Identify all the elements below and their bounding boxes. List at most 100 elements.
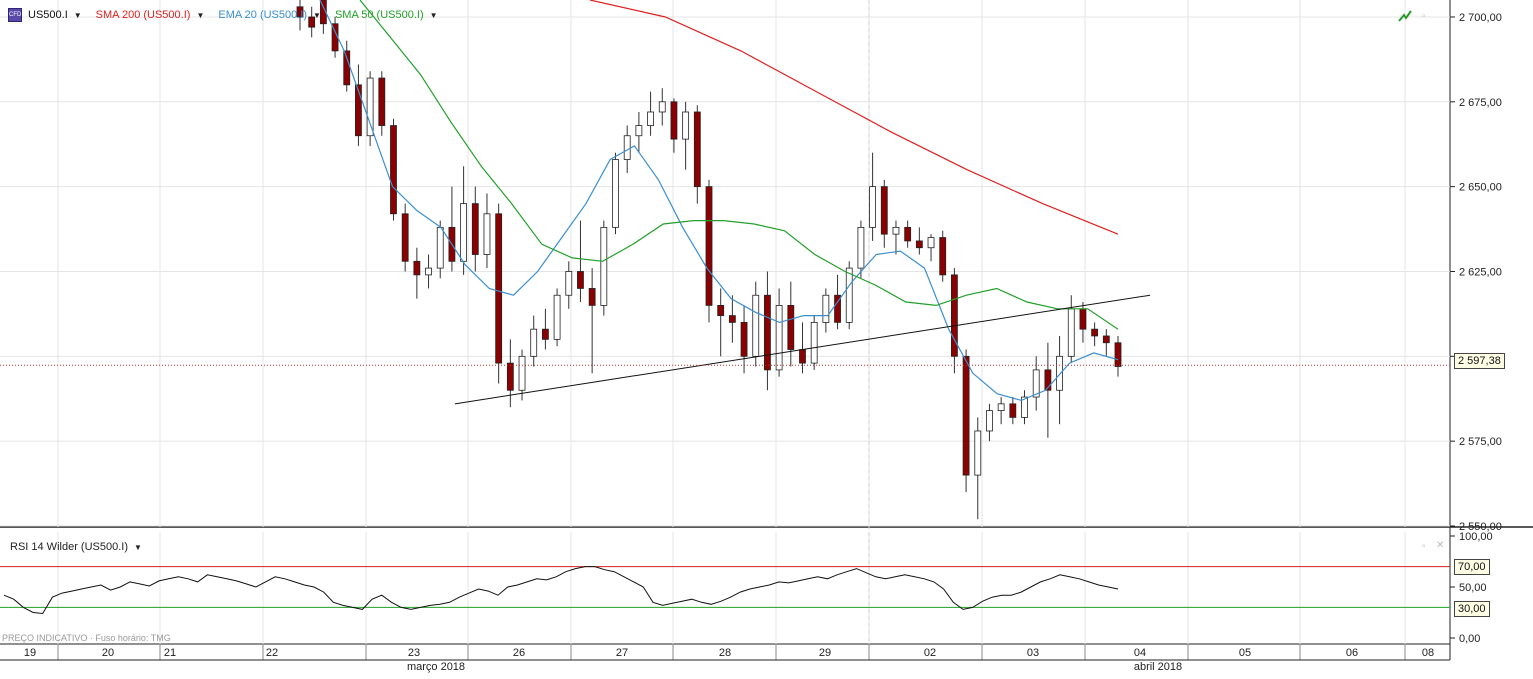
candle-down — [740, 321, 748, 357]
candle-down — [355, 84, 362, 137]
candle-down — [378, 77, 386, 126]
legend-sma200[interactable]: SMA 200 (US500.I) ▼ — [96, 9, 205, 21]
close-icon[interactable]: ✕ — [1436, 540, 1445, 551]
candle-down — [904, 226, 912, 242]
candle-down — [588, 288, 596, 306]
candle-up — [530, 328, 538, 357]
candle-up — [565, 271, 573, 296]
candle-up — [1032, 369, 1040, 398]
chevron-down-icon: ▼ — [196, 10, 205, 20]
candle-up — [600, 226, 608, 306]
candle-down — [951, 274, 958, 357]
candle-up — [845, 267, 853, 323]
candle-down — [1044, 369, 1052, 391]
candle-down — [915, 240, 923, 249]
candle-down — [1114, 342, 1122, 367]
candle-down — [401, 213, 409, 262]
candle-down — [764, 294, 771, 371]
legend-sma200-label: SMA 200 (US500.I) — [95, 9, 191, 21]
candle-down — [693, 111, 701, 188]
candle-up — [658, 101, 666, 113]
candle-down — [577, 271, 584, 289]
candle-down — [1079, 308, 1087, 330]
candle-up — [518, 355, 526, 391]
restore-icon[interactable]: ▫ — [1422, 541, 1426, 552]
rsi-y-tick-label: 0,00 — [1459, 633, 1480, 645]
ema20-line — [319, 0, 1119, 402]
candle-up — [425, 267, 432, 276]
candle-down — [717, 305, 725, 316]
legend-symbol[interactable]: CFD US500.I ▼ — [8, 8, 82, 22]
rsi-legend-label: RSI 14 Wilder (US500.I) — [10, 541, 128, 553]
candle-down — [413, 260, 421, 276]
candle-down — [1091, 328, 1099, 337]
candle-down — [471, 203, 479, 255]
sma50-line — [359, 0, 1119, 330]
candle-down — [390, 125, 397, 215]
candle-up — [647, 111, 654, 126]
current-price-tag: 2 597,38 — [1454, 353, 1505, 369]
x-tick-label: 21 — [164, 647, 176, 659]
candle-down — [296, 6, 304, 18]
candle-up — [635, 125, 643, 137]
candle-up — [997, 403, 1005, 412]
candle-down — [939, 237, 947, 276]
chevron-down-icon: ▼ — [429, 10, 438, 20]
candle-up — [1056, 355, 1063, 391]
restore-icon[interactable]: ▫ — [1422, 11, 1426, 22]
rsi-y-tick-label: 50,00 — [1459, 582, 1487, 594]
trend-icon[interactable] — [1398, 10, 1412, 25]
x-tick-label: 28 — [719, 647, 731, 659]
main-legend: CFD US500.I ▼ SMA 200 (US500.I) ▼ EMA 20… — [8, 8, 452, 22]
candle-down — [834, 294, 841, 323]
legend-ema20-label: EMA 20 (US500.I) — [218, 9, 308, 21]
candle-up — [857, 226, 865, 269]
month-label: abril 2018 — [1134, 661, 1182, 673]
x-tick-label: 19 — [24, 647, 36, 659]
chevron-down-icon: ▼ — [313, 10, 321, 20]
candle-up — [553, 294, 561, 340]
x-tick-label: 29 — [819, 647, 831, 659]
candle-down — [962, 355, 970, 476]
rsi-70-tag: 70,00 — [1454, 559, 1490, 575]
rsi-legend[interactable]: RSI 14 Wilder (US500.I) ▼ — [10, 541, 142, 553]
footer-note: PREÇO INDICATIVO · Fuso horário: TMG — [2, 633, 171, 643]
candle-down — [880, 186, 888, 235]
candle-up — [892, 226, 900, 235]
candle-up — [612, 159, 619, 228]
candle-up — [869, 186, 876, 228]
candle-down — [728, 315, 736, 323]
legend-ema20[interactable]: EMA 20 (US500.I) ▼ — [218, 9, 321, 21]
x-tick-label: 03 — [1027, 647, 1039, 659]
candle-down — [787, 305, 795, 350]
candle-down — [1009, 403, 1017, 418]
y-tick-label: 2 575,00 — [1459, 436, 1502, 448]
candle-up — [810, 321, 818, 364]
trendline — [454, 294, 1151, 405]
candle-up — [1067, 308, 1075, 357]
candle-up — [775, 305, 783, 371]
chevron-down-icon: ▼ — [133, 542, 142, 552]
candle-down — [670, 101, 678, 140]
candle-up — [483, 213, 491, 255]
x-tick-label: 22 — [266, 647, 278, 659]
candle-up — [974, 430, 982, 476]
y-tick-label: 2 675,00 — [1459, 97, 1502, 109]
candle-up — [822, 294, 830, 323]
x-tick-label: 04 — [1134, 647, 1146, 659]
x-tick-label: 27 — [616, 647, 628, 659]
y-tick-label: 2 550,00 — [1459, 521, 1502, 533]
candle-up — [752, 294, 760, 357]
candle-down — [506, 362, 514, 391]
legend-sma50[interactable]: SMA 50 (US500.I) ▼ — [335, 9, 438, 21]
rsi-line — [3, 566, 1119, 615]
candle-down — [542, 328, 549, 340]
x-tick-label: 05 — [1239, 647, 1251, 659]
candle-up — [460, 203, 468, 262]
chevron-down-icon: ▼ — [73, 10, 82, 20]
candle-down — [495, 213, 503, 364]
x-tick-label: 06 — [1346, 647, 1358, 659]
candle-down — [799, 349, 806, 364]
rsi-y-tick-label: 100,00 — [1459, 531, 1493, 543]
